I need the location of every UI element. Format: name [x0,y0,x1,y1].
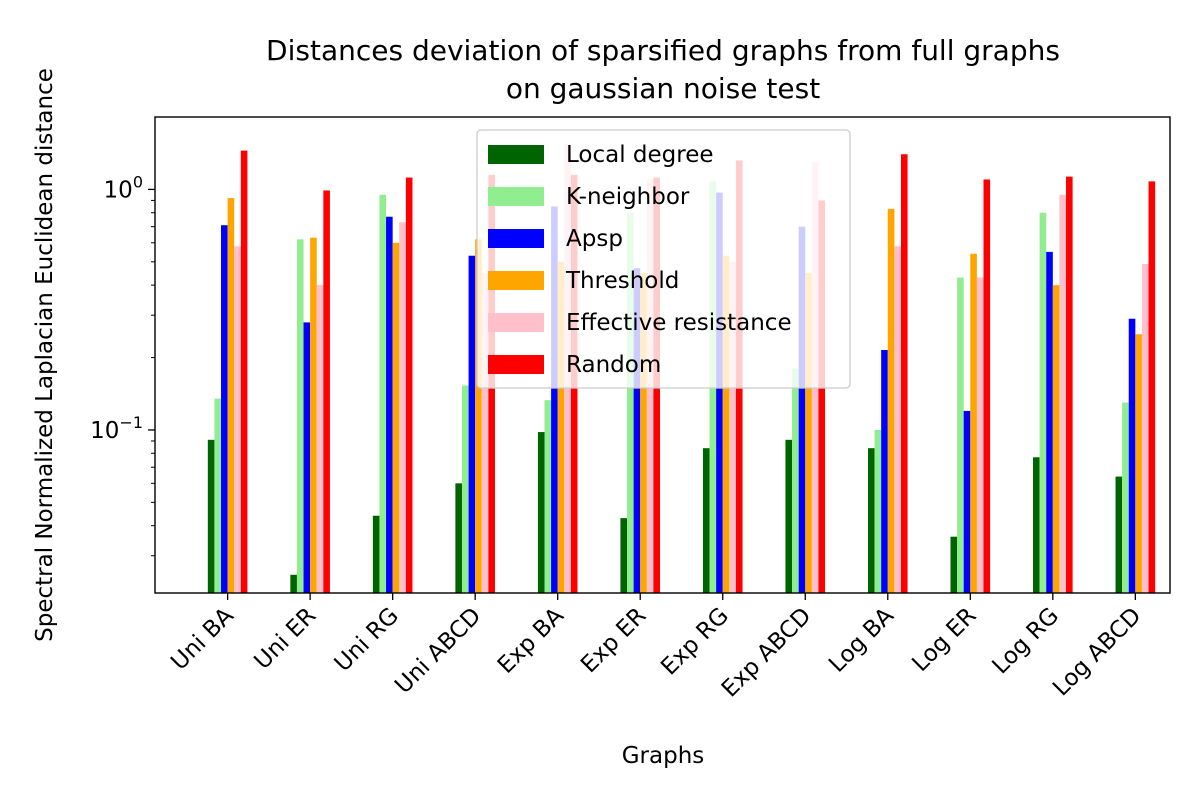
legend-label: Threshold [565,268,679,294]
legend-label: Local degree [566,142,714,168]
legend-swatch [488,145,544,164]
bar [475,239,482,593]
bar [716,192,723,593]
bar [1059,194,1067,593]
bar [1141,263,1149,593]
bar [234,246,241,593]
bar [867,448,875,593]
bar [405,177,413,593]
bar [1128,318,1136,593]
bar [785,439,793,593]
bar [372,515,380,593]
axes-frame [154,116,1171,594]
bar [722,255,730,594]
bar [1033,457,1040,593]
bar [963,410,971,593]
bar [207,439,215,593]
y-axis-label: Spectral Normalized Laplacian Euclidean … [32,68,58,642]
bar [399,222,406,594]
bar [544,400,552,593]
chart-title-line2: on gaussian noise test [506,72,820,105]
bar [798,226,806,594]
bar [983,179,991,593]
bar [627,212,634,593]
legend-swatch [488,271,544,290]
bar [557,261,565,593]
y-tick-label: 100 [104,172,143,203]
bar [537,432,545,593]
legend-label: K-neighbor [566,184,690,210]
bar [1115,476,1123,593]
bar [310,237,317,593]
bar [805,272,812,593]
bar [316,285,324,593]
bar [792,368,799,593]
bar [290,574,297,593]
bar [1052,285,1060,593]
bar [970,253,977,593]
bar [227,198,235,593]
bar [1135,334,1142,593]
bar [461,385,469,593]
bar [468,255,476,594]
bar [633,268,641,593]
bar [481,272,489,593]
bar [323,190,330,593]
x-axis-label: Graphs [622,743,705,769]
bar [296,239,304,593]
legend-label: Effective resistance [566,310,792,336]
bar [240,150,248,593]
bar [900,154,908,593]
bar [221,225,228,593]
bar [1122,402,1129,593]
bar [1046,251,1053,593]
bar [729,261,736,593]
bar [887,208,895,593]
bar [303,322,311,593]
legend-swatch [488,355,544,374]
y-tick-label: 10−1 [90,413,143,444]
bar [1039,212,1047,593]
bar [874,429,882,593]
bar [551,206,558,593]
bar [455,483,462,593]
bar [894,246,901,593]
bar [957,277,964,593]
bar [1066,176,1073,593]
bar [214,398,222,593]
bar [702,448,710,593]
chart-title-line1: Distances deviation of sparsified graphs… [266,34,1060,67]
legend-swatch [488,187,544,206]
bar [881,349,888,593]
bar [640,272,647,593]
bar [620,518,628,593]
legend-swatch [488,229,544,248]
bar [818,200,826,594]
bar [386,216,393,593]
bar [950,536,958,593]
legend-label: Random [566,352,661,378]
legend-box [476,129,851,389]
bar [392,242,400,593]
bar [1148,181,1156,593]
legend-swatch [488,313,544,332]
legend-label: Apsp [566,226,623,252]
bar [379,194,387,593]
bar [976,277,984,593]
